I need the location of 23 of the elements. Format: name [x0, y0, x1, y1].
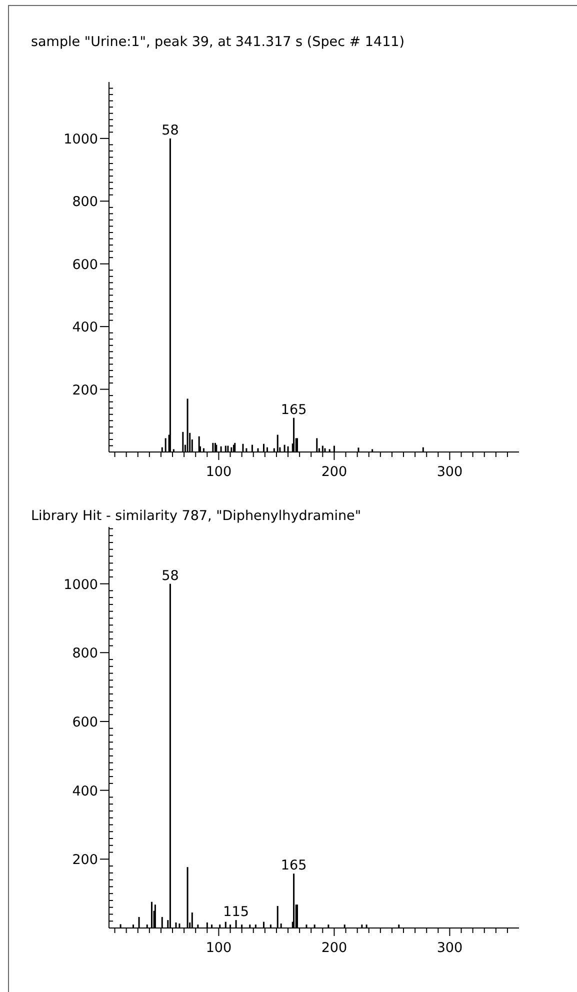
x-tick-label: 300: [436, 940, 463, 956]
annotation: 58: [162, 122, 179, 138]
x-tick-label: 100: [206, 464, 232, 480]
annotation: 165: [280, 858, 307, 874]
y-tick-label: 600: [72, 256, 98, 273]
chart-title: Library Hit - similarity 787, "Diphenylhydramine": [31, 508, 362, 524]
x-tick-label: 200: [321, 940, 348, 956]
y-tick-label: 600: [72, 714, 98, 730]
x-tick-label: 100: [206, 940, 232, 956]
annotation: 115: [223, 904, 249, 920]
y-tick-label: 800: [72, 646, 98, 662]
y-tick-label: 1000: [64, 576, 98, 593]
chart-title: sample "Urine:1", peak 39, at 341.317 s (Spec # 1411): [31, 34, 405, 50]
y-tick-label: 400: [72, 320, 98, 336]
y-tick-label: 400: [72, 783, 98, 800]
y-tick-label: 1000: [64, 131, 98, 148]
x-tick-label: 200: [321, 464, 348, 480]
y-tick-label: 200: [72, 852, 98, 868]
x-tick-label: 300: [436, 464, 463, 480]
annotation: 165: [280, 402, 307, 418]
y-tick-label: 200: [72, 382, 98, 398]
annotation: 58: [162, 568, 179, 584]
y-tick-label: 800: [72, 194, 98, 210]
